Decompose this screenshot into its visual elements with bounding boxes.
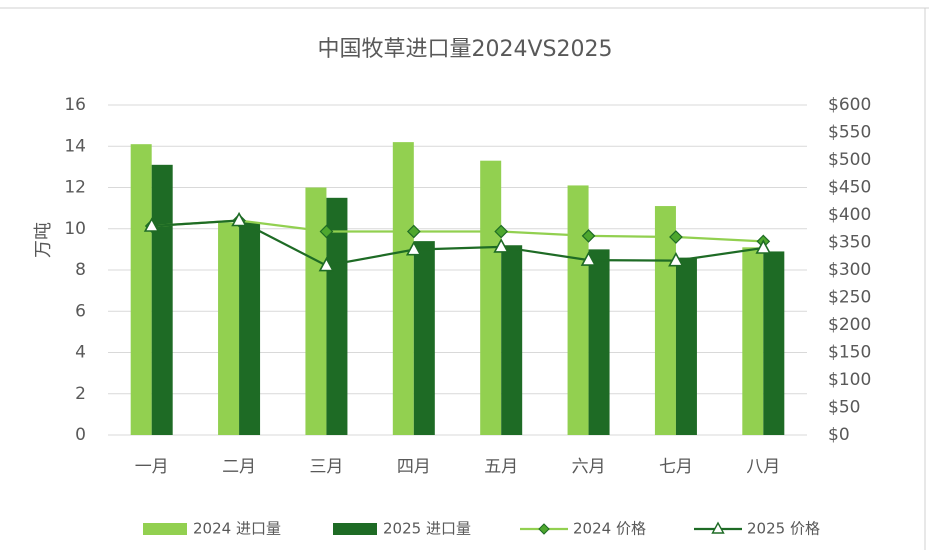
legend-swatch bbox=[143, 523, 187, 535]
line-marker bbox=[231, 211, 247, 227]
chart-title: 中国牧草进口量2024VS2025 bbox=[318, 37, 613, 62]
y-tick-label: 8 bbox=[75, 260, 86, 280]
x-tick-label: 四月 bbox=[397, 457, 431, 477]
x-tick-label: 一月 bbox=[135, 457, 169, 477]
y2-tick-label: $600 bbox=[828, 95, 871, 115]
y-tick-label: 4 bbox=[75, 343, 86, 363]
bar bbox=[588, 249, 610, 435]
legend-swatch bbox=[333, 523, 377, 535]
y-tick-label: 6 bbox=[75, 301, 86, 321]
y2-tick-label: $550 bbox=[828, 123, 871, 143]
legend-label: 2024 价格 bbox=[573, 520, 646, 538]
line-marker bbox=[493, 238, 510, 253]
bar bbox=[763, 251, 785, 435]
y2-tick-label: $450 bbox=[828, 178, 871, 198]
y2-tick-label: $100 bbox=[828, 370, 871, 390]
line-marker bbox=[319, 224, 334, 239]
bar bbox=[151, 164, 173, 435]
y-axis-title: 万吨 bbox=[33, 222, 54, 258]
line-marker bbox=[406, 224, 421, 239]
y2-tick-label: $0 bbox=[828, 425, 850, 445]
y-tick-label: 16 bbox=[64, 95, 86, 115]
bar bbox=[130, 144, 152, 435]
bar bbox=[239, 222, 261, 435]
line-marker bbox=[494, 224, 509, 239]
line-marker bbox=[581, 229, 596, 243]
line-marker bbox=[580, 251, 597, 266]
bar bbox=[413, 241, 435, 435]
line-marker bbox=[669, 230, 683, 244]
legend-marker bbox=[538, 523, 550, 535]
x-tick-label: 七月 bbox=[659, 457, 693, 477]
bar bbox=[501, 245, 523, 435]
line-marker bbox=[755, 239, 772, 254]
x-tick-label: 二月 bbox=[222, 457, 256, 477]
y2-tick-label: $200 bbox=[828, 315, 871, 335]
bar bbox=[392, 142, 414, 435]
line-marker bbox=[143, 217, 160, 232]
legend-label: 2025 进口量 bbox=[383, 520, 471, 538]
bar bbox=[305, 187, 327, 435]
line bbox=[151, 219, 764, 267]
bar bbox=[675, 257, 697, 435]
y-tick-label: 14 bbox=[64, 136, 86, 156]
y-tick-label: 0 bbox=[75, 425, 86, 445]
bar bbox=[326, 197, 348, 435]
bar bbox=[218, 222, 240, 435]
y2-tick-label: $350 bbox=[828, 233, 871, 253]
line bbox=[151, 219, 764, 243]
bar bbox=[742, 247, 764, 435]
y2-tick-label: $400 bbox=[828, 205, 871, 225]
line-marker bbox=[405, 240, 422, 256]
x-tick-label: 三月 bbox=[309, 457, 343, 477]
y2-tick-label: $50 bbox=[828, 398, 860, 418]
x-tick-label: 八月 bbox=[746, 457, 780, 477]
y2-tick-label: $300 bbox=[828, 260, 871, 280]
x-tick-label: 五月 bbox=[484, 457, 518, 477]
y2-tick-label: $500 bbox=[828, 150, 871, 170]
line-marker bbox=[318, 256, 335, 272]
bar bbox=[567, 185, 589, 435]
legend-marker bbox=[711, 521, 725, 534]
y-tick-label: 10 bbox=[64, 219, 86, 239]
x-tick-label: 六月 bbox=[572, 457, 606, 477]
line-marker bbox=[668, 251, 684, 267]
bar bbox=[480, 160, 502, 435]
y2-tick-label: $250 bbox=[828, 288, 871, 308]
y2-tick-label: $150 bbox=[828, 343, 871, 363]
y-tick-label: 12 bbox=[64, 178, 86, 198]
legend-label: 2025 价格 bbox=[747, 520, 820, 538]
legend-label: 2024 进口量 bbox=[193, 520, 281, 538]
y-tick-label: 2 bbox=[75, 384, 86, 404]
